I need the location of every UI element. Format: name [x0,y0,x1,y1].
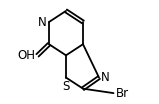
Text: Br: Br [115,87,129,100]
Text: S: S [62,80,70,93]
Text: OH: OH [17,49,35,62]
Text: N: N [38,15,47,28]
Text: N: N [101,71,110,84]
